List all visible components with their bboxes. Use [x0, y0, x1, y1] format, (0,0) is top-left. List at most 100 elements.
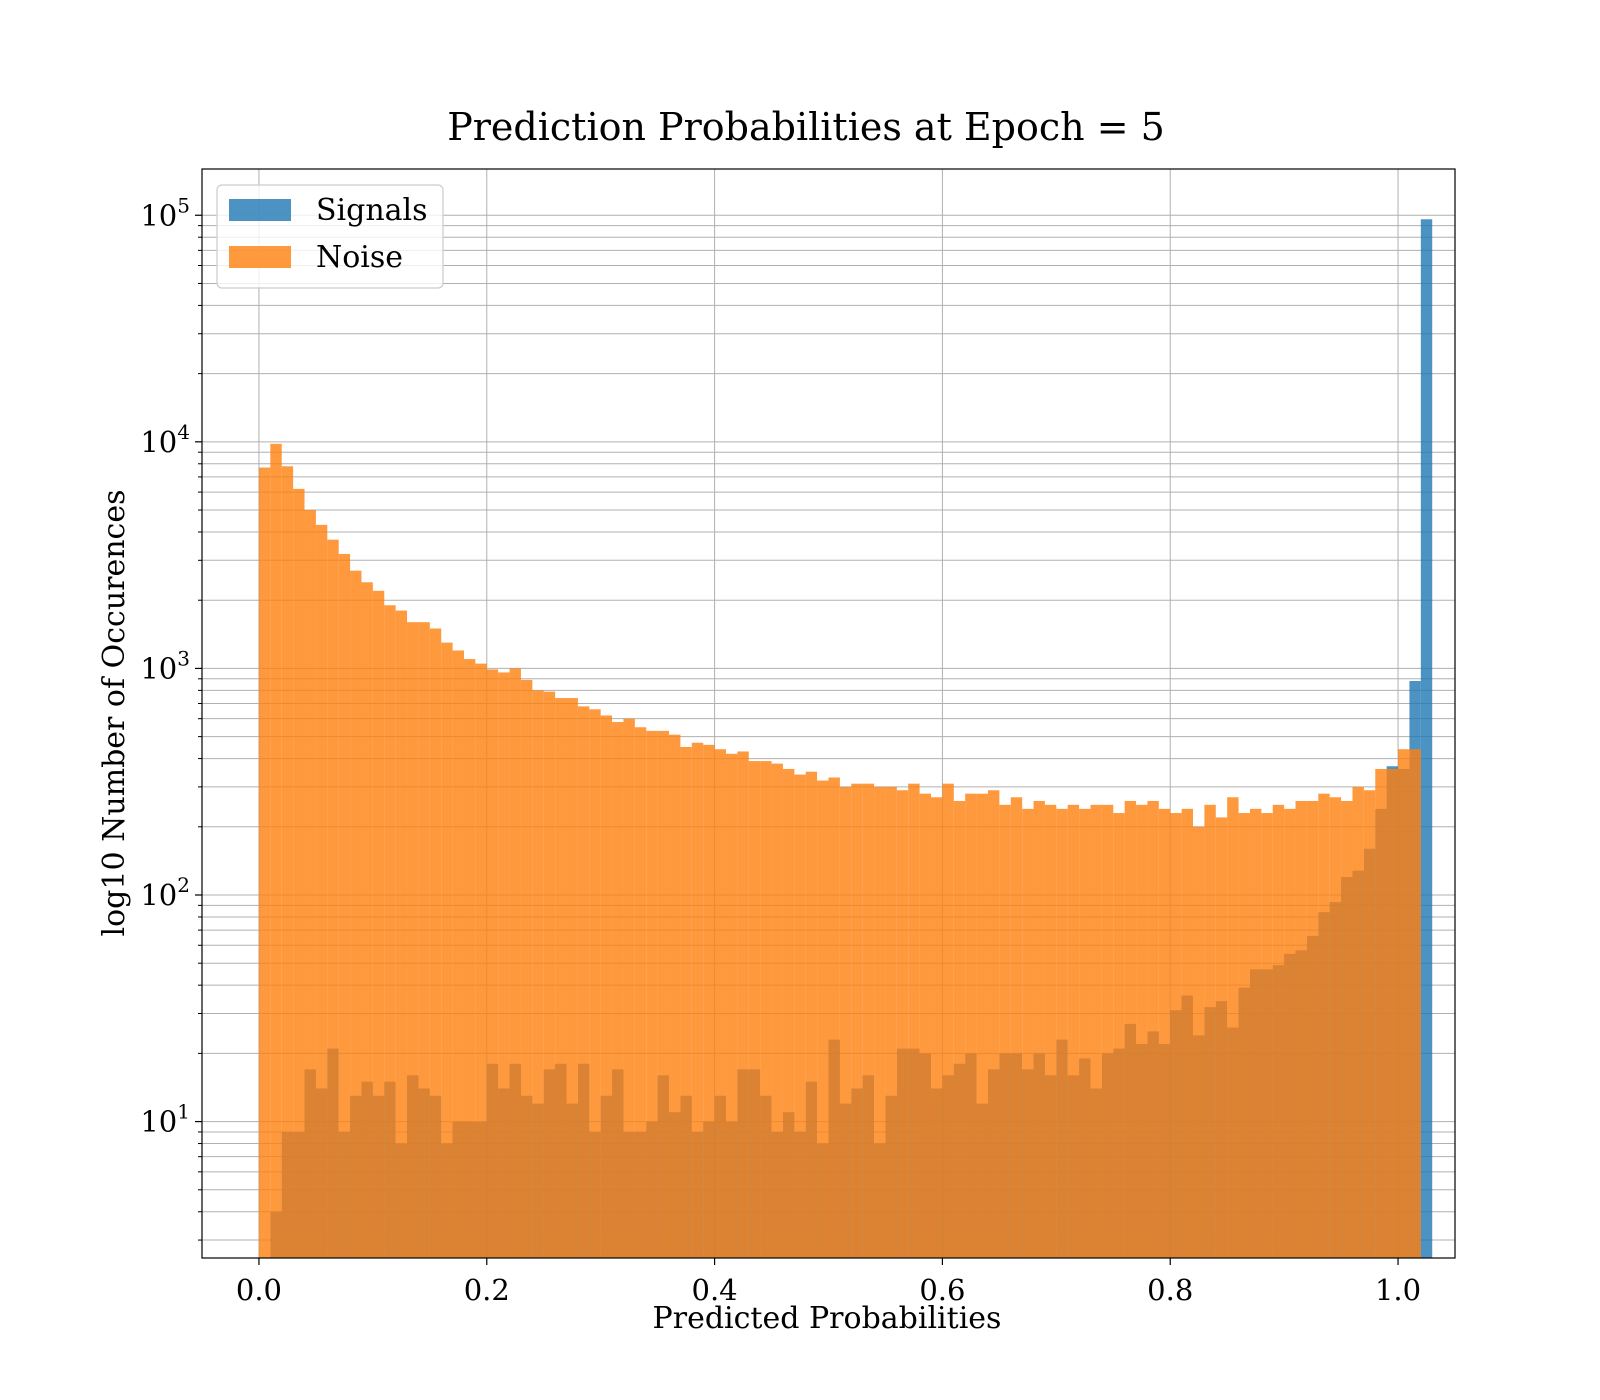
- noise-bar: [1284, 808, 1296, 1258]
- noise-bar: [657, 730, 670, 1258]
- noise-bar: [691, 742, 704, 1258]
- noise-bar: [965, 793, 977, 1258]
- x-tick-label: 0.8: [1147, 1273, 1193, 1307]
- noise-bar: [771, 763, 783, 1258]
- noise-bar: [817, 780, 829, 1258]
- noise-bar: [566, 698, 578, 1258]
- legend-swatch-noise: [229, 246, 291, 268]
- noise-bars: [258, 443, 1421, 1259]
- noise-bar: [407, 622, 419, 1258]
- noise-bar: [1409, 749, 1421, 1258]
- noise-bar: [987, 790, 1000, 1258]
- noise-bar: [1318, 793, 1330, 1258]
- legend: Signals Noise: [216, 184, 444, 289]
- noise-bar: [509, 668, 521, 1258]
- noise-bar: [1158, 808, 1171, 1258]
- noise-bar: [1272, 804, 1285, 1258]
- noise-bar: [1386, 768, 1399, 1258]
- noise-bar: [338, 553, 351, 1258]
- noise-bar: [1079, 808, 1091, 1258]
- noise-bar: [634, 727, 647, 1258]
- noise-bar: [1295, 800, 1307, 1258]
- noise-bar: [1022, 808, 1034, 1258]
- noise-bar: [919, 793, 932, 1258]
- noise-bar: [874, 786, 886, 1258]
- noise-bar: [794, 774, 806, 1258]
- noise-bar: [908, 783, 920, 1258]
- plot-frame: [201, 168, 1456, 1259]
- y-tick-label: 101: [140, 1100, 190, 1139]
- x-axis-ticks: 0.0 0.2 0.4 0.6 0.8 1.0: [236, 1258, 1421, 1307]
- noise-bar: [1147, 800, 1159, 1258]
- noise-bar: [577, 706, 590, 1258]
- noise-bar: [1227, 797, 1239, 1258]
- noise-bar: [725, 753, 738, 1258]
- noise-bar: [258, 467, 271, 1259]
- noise-bar: [1306, 800, 1319, 1258]
- y-tick-label: 105: [140, 193, 190, 232]
- noise-bar: [1033, 800, 1045, 1258]
- noise-bar: [748, 761, 761, 1258]
- noise-bar: [851, 783, 863, 1258]
- noise-bar: [1398, 749, 1410, 1258]
- noise-bar: [862, 783, 875, 1258]
- noise-bar: [1249, 808, 1262, 1258]
- noise-bar: [896, 790, 909, 1258]
- noise-bar: [805, 771, 818, 1258]
- noise-bar: [520, 679, 533, 1258]
- noise-bar: [486, 669, 499, 1258]
- y-tick-label: 103: [140, 646, 190, 685]
- noise-bar: [1170, 813, 1182, 1258]
- signals-bar: [1420, 219, 1433, 1258]
- noise-bar: [839, 786, 852, 1258]
- noise-bar: [1238, 813, 1250, 1258]
- noise-bar: [737, 751, 749, 1258]
- noise-bar: [418, 622, 430, 1258]
- noise-bar: [1204, 804, 1216, 1258]
- noise-bar: [760, 761, 772, 1258]
- noise-bar: [1136, 804, 1148, 1258]
- noise-bar: [703, 744, 715, 1258]
- noise-bar: [828, 777, 840, 1258]
- noise-bar: [942, 783, 954, 1258]
- noise-bar: [270, 443, 282, 1258]
- noise-bar: [441, 642, 453, 1258]
- y-tick-label: 102: [140, 873, 190, 912]
- noise-bar: [1090, 804, 1102, 1258]
- noise-bar: [1261, 813, 1273, 1258]
- noise-bar: [1124, 800, 1137, 1258]
- noise-bar: [976, 793, 988, 1258]
- noise-bar: [953, 800, 966, 1258]
- noise-bar: [475, 663, 487, 1258]
- legend-label-signals: Signals: [316, 193, 428, 228]
- noise-bar: [999, 804, 1011, 1258]
- noise-bar: [1044, 804, 1057, 1258]
- noise-bar: [429, 628, 442, 1258]
- noise-bar: [714, 749, 726, 1258]
- noise-bar: [315, 524, 328, 1258]
- noise-bar: [498, 672, 510, 1258]
- noise-bar: [327, 539, 339, 1258]
- x-tick-label: 0.6: [919, 1273, 965, 1307]
- noise-bar: [543, 691, 556, 1258]
- noise-bar: [555, 698, 567, 1258]
- noise-bar: [463, 659, 476, 1258]
- noise-bar: [293, 488, 305, 1258]
- x-tick-label: 0.4: [692, 1273, 738, 1307]
- noise-bar: [1113, 813, 1125, 1258]
- noise-bar: [304, 510, 316, 1258]
- legend-label-noise: Noise: [316, 240, 403, 275]
- noise-bar: [1329, 797, 1342, 1258]
- noise-bar: [1181, 808, 1194, 1258]
- noise-bar: [600, 715, 613, 1258]
- noise-bar: [1193, 826, 1205, 1258]
- noise-bar: [782, 768, 795, 1258]
- noise-bar: [1352, 786, 1364, 1258]
- noise-bar: [680, 746, 692, 1258]
- noise-bar: [623, 718, 635, 1258]
- noise-bar: [372, 590, 385, 1258]
- noise-bar: [532, 690, 544, 1258]
- noise-bar: [1010, 797, 1023, 1258]
